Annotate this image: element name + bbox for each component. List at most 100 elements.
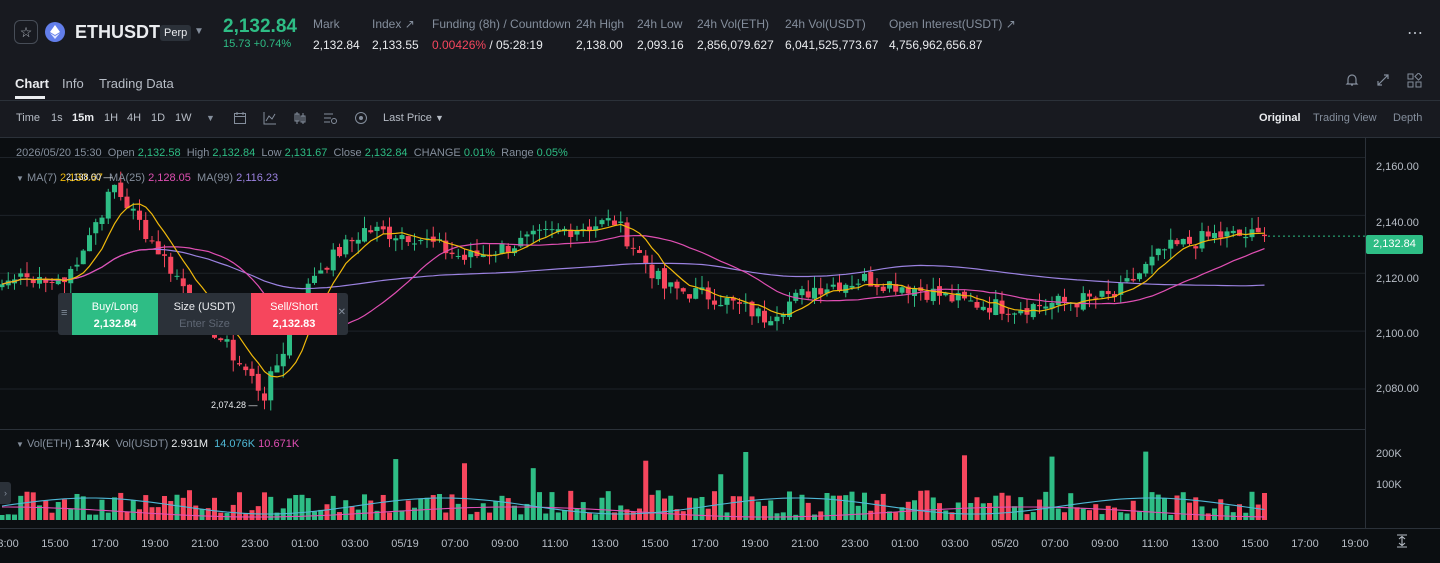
bell-icon[interactable] xyxy=(1345,73,1359,90)
candle-up xyxy=(912,288,917,296)
candle-up xyxy=(480,254,486,257)
volume-bar xyxy=(1224,505,1230,520)
volume-bar xyxy=(749,496,755,520)
symbol-name[interactable]: ETHUSDT xyxy=(75,22,160,42)
size-input[interactable]: Size (USDT) Enter Size xyxy=(158,293,251,335)
volume-bar xyxy=(1037,499,1042,520)
drag-handle-icon[interactable]: ≡ xyxy=(61,307,68,319)
fullscreen-icon[interactable] xyxy=(1376,73,1390,90)
volume-bar xyxy=(355,509,361,520)
quick-trade-panel: ≡ Buy/Long 2,132.84 Size (USDT) Enter Si… xyxy=(58,293,348,335)
interval-1h[interactable]: 1H xyxy=(104,112,119,124)
candle-down xyxy=(1205,231,1211,237)
volume-bar xyxy=(699,496,705,520)
view-original[interactable]: Original xyxy=(1259,112,1301,124)
interval-1s[interactable]: 1s xyxy=(51,112,63,124)
volume-bar xyxy=(612,512,617,520)
candle-down xyxy=(337,246,342,257)
candle-down xyxy=(1093,297,1099,299)
tab-chart[interactable]: Chart xyxy=(15,76,49,91)
time-tick: 15:00 xyxy=(41,538,69,550)
time-axis[interactable]: 13:00 15:00 17:00 19:00 21:00 23:00 01:00 03:00… xyxy=(0,528,1440,563)
time-tick: 07:00 xyxy=(441,538,469,550)
candle-type-icon[interactable] xyxy=(293,111,307,128)
chart-settings-icon[interactable] xyxy=(323,111,338,128)
price-type-select[interactable]: Last Price ▼ xyxy=(383,112,444,124)
target-icon[interactable] xyxy=(354,111,368,128)
stat-index[interactable]: Index ↗ 2,133.55 xyxy=(372,17,419,52)
volume-bar xyxy=(293,495,299,520)
sell-short-button[interactable]: Sell/Short 2,132.83 xyxy=(251,293,337,335)
candle-down xyxy=(662,268,667,289)
volume-bar xyxy=(768,500,774,520)
legend-range-label: Range xyxy=(501,147,534,159)
candle-down xyxy=(324,267,330,270)
last-price: 2,132.84 xyxy=(223,16,297,37)
volume-bar xyxy=(80,496,86,520)
volume-bar xyxy=(987,503,992,520)
view-depth[interactable]: Depth xyxy=(1393,112,1423,124)
volume-bar xyxy=(374,510,380,520)
volume-bar xyxy=(124,511,130,520)
interval-1w[interactable]: 1W xyxy=(175,112,192,124)
volume-bar xyxy=(1062,512,1067,520)
view-trading-view[interactable]: Trading View xyxy=(1313,112,1377,124)
ma99-line xyxy=(1,248,1265,290)
volume-bar xyxy=(493,501,499,520)
candle-up xyxy=(593,226,599,231)
fit-chart-icon[interactable] xyxy=(1396,534,1408,551)
candle-down xyxy=(49,281,55,283)
candle-up xyxy=(693,288,699,299)
candle-up xyxy=(1180,238,1186,245)
candle-up xyxy=(743,302,749,304)
volume-bar xyxy=(1093,504,1099,520)
calendar-icon[interactable] xyxy=(233,111,247,128)
volume-bar xyxy=(899,507,905,520)
candle-up xyxy=(130,208,136,211)
candle-up xyxy=(174,275,180,277)
candle-up xyxy=(393,238,399,241)
favorite-star-icon[interactable]: ☆ xyxy=(14,20,38,44)
interval-1d[interactable]: 1D xyxy=(151,112,166,124)
legend-range: 0.05% xyxy=(536,147,568,159)
indicators-icon[interactable] xyxy=(263,111,277,128)
candle-up xyxy=(930,288,936,302)
tab-trading-data[interactable]: Trading Data xyxy=(99,76,174,91)
buy-long-button[interactable]: Buy/Long 2,132.84 xyxy=(72,293,158,335)
legend-close-label: Close xyxy=(333,147,362,159)
collapse-chevron-icon[interactable]: ▼ xyxy=(16,174,24,183)
candle-up xyxy=(580,229,586,231)
candlestick-chart[interactable] xyxy=(0,138,1365,528)
collapse-chevron-icon[interactable]: ▼ xyxy=(16,440,24,449)
candle-down xyxy=(818,288,824,295)
candle-down xyxy=(1237,229,1242,236)
interval-4h[interactable]: 4H xyxy=(127,112,142,124)
stat-open-interest[interactable]: Open Interest(USDT) ↗ 4,756,962,656.87 xyxy=(889,17,1016,52)
interval-dropdown-icon[interactable]: ▼ xyxy=(206,113,215,123)
layout-grid-icon[interactable] xyxy=(1407,72,1423,91)
more-options-icon[interactable]: ⋯ xyxy=(1407,25,1424,42)
close-icon[interactable]: ✕ xyxy=(337,307,346,318)
current-price-tag: 2,132.84 xyxy=(1366,235,1423,254)
symbol-dropdown-chevron-icon[interactable]: ▼ xyxy=(194,26,204,37)
volume-bar xyxy=(555,512,561,520)
legend-close: 2,132.84 xyxy=(364,147,408,159)
volume-bar xyxy=(18,495,24,520)
stat-value: 2,132.84 xyxy=(313,38,360,52)
candle-up xyxy=(68,268,74,284)
tab-info[interactable]: Info xyxy=(62,76,84,91)
price-axis[interactable]: 2,160.00 2,140.00 2,120.00 2,100.00 2,08… xyxy=(1365,138,1440,528)
volume-bar xyxy=(262,492,267,520)
candle-up xyxy=(1162,249,1167,251)
volume-bar xyxy=(212,497,217,520)
volume-bar xyxy=(0,514,5,520)
expand-panel-icon[interactable]: › xyxy=(0,482,11,504)
volume-bar xyxy=(762,505,767,520)
candle-down xyxy=(405,236,411,243)
interval-15m[interactable]: 15m xyxy=(72,112,95,124)
volume-bar xyxy=(1255,504,1261,520)
interval-time[interactable]: Time xyxy=(16,112,41,124)
volume-bar xyxy=(830,495,836,520)
candle-up xyxy=(1012,313,1017,315)
volume-bar xyxy=(1174,495,1180,520)
